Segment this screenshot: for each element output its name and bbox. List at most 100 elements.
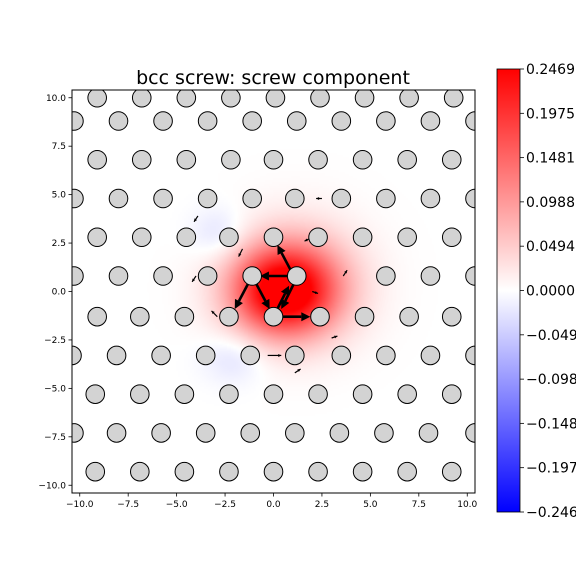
- y-tick-label: −7.5: [44, 433, 66, 443]
- y-axis: 10.0 7.5 5.0 2.5 0.0 −2.5 −5.0 −7.5 −10.0: [38, 94, 72, 491]
- atom-marker: [221, 90, 241, 108]
- atom-marker: [106, 423, 127, 443]
- x-tick-label: 0.0: [266, 500, 281, 510]
- atom-marker: [331, 345, 352, 366]
- atom-marker: [219, 306, 239, 327]
- atom-marker: [72, 423, 84, 443]
- arrow-head: [259, 271, 269, 281]
- atom-marker: [106, 345, 127, 366]
- atom-marker: [329, 423, 350, 443]
- atom-marker: [195, 345, 216, 366]
- atom-marker: [263, 149, 284, 170]
- atom-marker: [310, 90, 330, 108]
- atom-marker: [420, 111, 441, 131]
- colorbar-tick-label: 0.1975: [526, 106, 575, 122]
- colorbar: 0.2469 0.1975 0.1481 0.0988 0.0494 0.0000 −0.0…: [496, 62, 576, 521]
- atom-marker: [376, 345, 396, 366]
- atom-marker: [286, 111, 307, 131]
- arrow-head: [192, 278, 196, 282]
- atom-marker: [285, 345, 305, 366]
- atom-marker: [108, 188, 129, 209]
- x-tick-label: 7.5: [412, 500, 426, 510]
- atom-marker: [219, 384, 239, 404]
- colorbar-tick-label: −0.0494: [526, 328, 576, 344]
- atom-marker: [87, 227, 107, 248]
- arrow-head: [277, 245, 286, 256]
- atom-marker: [465, 188, 475, 209]
- arrow-head: [194, 218, 197, 222]
- atom-marker: [308, 227, 328, 248]
- atom-marker: [85, 384, 106, 404]
- colorbar-tick-label: −0.2469: [526, 505, 576, 521]
- atom-marker: [443, 90, 464, 108]
- atom-marker: [151, 423, 171, 443]
- atom-marker: [397, 149, 417, 170]
- colorbar-gradient: [496, 68, 521, 513]
- atom-marker: [397, 227, 417, 248]
- arrow-head: [278, 353, 282, 357]
- atom-marker: [197, 111, 218, 131]
- arrow-head: [297, 369, 301, 372]
- colorbar-tick-label: −0.0988: [526, 372, 576, 388]
- y-tick-label: −2.5: [44, 336, 66, 346]
- atom-marker: [441, 149, 462, 170]
- x-tick-label: −5.0: [166, 500, 188, 510]
- arrow-head: [301, 312, 311, 322]
- displacement-arrow: [193, 215, 199, 223]
- atom-marker: [441, 461, 462, 482]
- displacement-arrow: [294, 368, 301, 374]
- colorbar-ticks: 0.2469 0.1975 0.1481 0.0988 0.0494 0.0000 −0.0…: [520, 62, 576, 521]
- atom-marker: [354, 90, 375, 108]
- atom-marker: [87, 149, 107, 170]
- atom-marker: [195, 423, 216, 443]
- atom-marker: [331, 111, 352, 131]
- atom-marker: [441, 306, 462, 327]
- atom-marker: [465, 111, 475, 131]
- atom-marker: [286, 266, 307, 286]
- atom-marker: [310, 306, 330, 327]
- atom-marker: [153, 188, 173, 209]
- atom-marker: [131, 149, 152, 170]
- arrow-head: [316, 197, 320, 200]
- atom-marker: [376, 188, 396, 209]
- arrow-head: [234, 298, 243, 309]
- atom-marker: [108, 111, 129, 131]
- atom-marker: [174, 461, 195, 482]
- x-tick-label: −2.5: [214, 500, 236, 510]
- arrow-head: [314, 291, 319, 294]
- colorbar-tick-label: 0.2469: [526, 62, 575, 78]
- atom-marker: [308, 384, 328, 404]
- y-tick-label: 2.5: [52, 239, 66, 249]
- atom-marker: [130, 461, 150, 482]
- y-tick-label: 0.0: [52, 288, 67, 298]
- y-tick-label: −10.0: [38, 481, 66, 491]
- colorbar-tick-label: 0.1481: [526, 151, 575, 167]
- atom-marker: [441, 227, 462, 248]
- arrow-head: [261, 298, 270, 309]
- displacement-arrow: [238, 248, 244, 257]
- atom-markers: [72, 90, 475, 482]
- atom-marker: [263, 461, 284, 482]
- atom-marker: [242, 188, 262, 209]
- atom-marker: [242, 266, 262, 286]
- atom-marker: [85, 461, 106, 482]
- x-axis: −10.0 −7.5 −5.0 −2.5 0.0 2.5 5.0 7.5 10.0: [66, 493, 478, 510]
- displacement-arrow: [312, 290, 319, 295]
- plot-area: [71, 89, 476, 494]
- atom-marker: [285, 423, 305, 443]
- x-tick-label: −7.5: [117, 500, 139, 510]
- atom-marker: [240, 345, 261, 366]
- colorbar-tick-label: 0.0494: [526, 239, 575, 255]
- arrow-head: [344, 270, 348, 274]
- atom-marker: [130, 384, 150, 404]
- atom-marker: [108, 266, 129, 286]
- atom-marker: [153, 111, 173, 131]
- x-tick-label: 2.5: [315, 500, 329, 510]
- atom-marker: [352, 461, 373, 482]
- atom-marker: [174, 384, 195, 404]
- atom-marker: [240, 423, 261, 443]
- colorbar-tick-label: 0.0988: [526, 195, 575, 211]
- arrow-head: [304, 238, 308, 242]
- atom-marker: [374, 423, 394, 443]
- arrow-head: [281, 298, 290, 309]
